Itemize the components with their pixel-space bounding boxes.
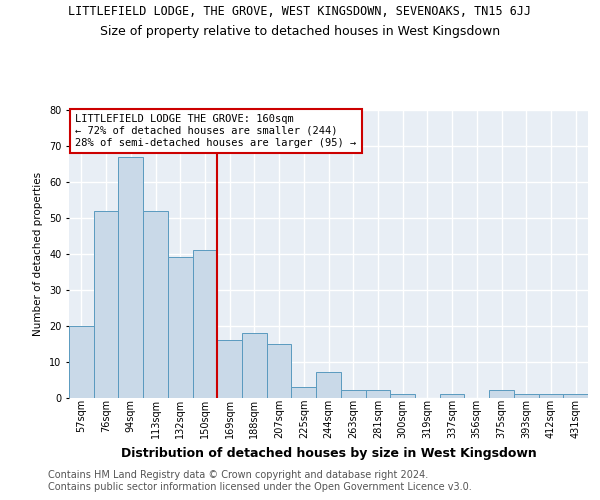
Bar [267, 344, 292, 398]
Bar [563, 394, 588, 398]
Bar [69, 326, 94, 398]
Bar [193, 250, 217, 398]
Bar [242, 333, 267, 398]
Text: Contains HM Land Registry data © Crown copyright and database right 2024.: Contains HM Land Registry data © Crown c… [48, 470, 428, 480]
Bar [341, 390, 365, 398]
Bar [143, 210, 168, 398]
Bar [217, 340, 242, 398]
Bar [118, 156, 143, 398]
Bar [365, 390, 390, 398]
Bar [292, 386, 316, 398]
Text: Size of property relative to detached houses in West Kingsdown: Size of property relative to detached ho… [100, 25, 500, 38]
Bar [94, 210, 118, 398]
Bar [440, 394, 464, 398]
Text: LITTLEFIELD LODGE THE GROVE: 160sqm
← 72% of detached houses are smaller (244)
2: LITTLEFIELD LODGE THE GROVE: 160sqm ← 72… [75, 114, 356, 148]
Text: LITTLEFIELD LODGE, THE GROVE, WEST KINGSDOWN, SEVENOAKS, TN15 6JJ: LITTLEFIELD LODGE, THE GROVE, WEST KINGS… [68, 5, 532, 18]
Bar [489, 390, 514, 398]
Bar [514, 394, 539, 398]
Bar [316, 372, 341, 398]
X-axis label: Distribution of detached houses by size in West Kingsdown: Distribution of detached houses by size … [121, 446, 536, 460]
Bar [390, 394, 415, 398]
Text: Contains public sector information licensed under the Open Government Licence v3: Contains public sector information licen… [48, 482, 472, 492]
Bar [539, 394, 563, 398]
Y-axis label: Number of detached properties: Number of detached properties [34, 172, 43, 336]
Bar [168, 258, 193, 398]
